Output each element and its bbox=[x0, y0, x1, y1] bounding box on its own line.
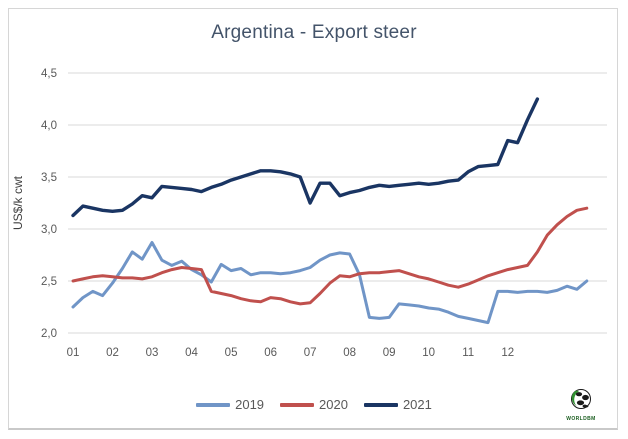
x-tick-label: 07 bbox=[304, 347, 317, 359]
legend-item-2019: 2019 bbox=[196, 397, 264, 412]
legend-label-2020: 2020 bbox=[319, 397, 348, 412]
x-tick-label: 11 bbox=[462, 347, 474, 359]
series-line-2020 bbox=[71, 206, 589, 306]
x-tick-label: 03 bbox=[146, 347, 159, 359]
globe-icon bbox=[571, 389, 591, 409]
y-tick-label: 4,5 bbox=[41, 68, 57, 80]
legend-item-2021: 2021 bbox=[363, 397, 432, 412]
y-tick-label: 4,0 bbox=[41, 120, 57, 132]
y-tick-label: 3,0 bbox=[41, 224, 57, 236]
x-tick-label: 08 bbox=[343, 347, 356, 359]
y-tick-label: 3,5 bbox=[41, 172, 57, 184]
x-tick-label: 01 bbox=[67, 347, 80, 359]
publisher-logo: WORLDBM bbox=[558, 388, 604, 422]
legend-label-2021: 2021 bbox=[402, 397, 432, 412]
chart-title: Argentina - Export steer bbox=[211, 22, 417, 43]
x-tick-label: 10 bbox=[422, 347, 435, 359]
legend-item-2020: 2020 bbox=[280, 397, 348, 412]
chart-border bbox=[8, 8, 618, 430]
legend-label-2019: 2019 bbox=[235, 397, 265, 412]
x-tick-label: 12 bbox=[501, 347, 514, 359]
series-line-2019 bbox=[71, 241, 589, 325]
x-tick-label: 02 bbox=[106, 347, 119, 359]
y-tick-label: 2,5 bbox=[41, 276, 57, 288]
legend-swatch-2019 bbox=[196, 402, 231, 407]
x-tick-label: 04 bbox=[185, 347, 198, 359]
logo-text: WORLDBM bbox=[566, 416, 596, 422]
legend-swatch-2021 bbox=[363, 402, 398, 407]
x-tick-label: 05 bbox=[225, 347, 238, 359]
series-line-2021 bbox=[71, 97, 540, 218]
y-tick-label: 2,0 bbox=[41, 328, 57, 340]
x-tick-label: 06 bbox=[264, 347, 277, 359]
legend-swatch-2020 bbox=[280, 402, 315, 407]
x-tick-label: 09 bbox=[383, 347, 396, 359]
legend: 2019 2020 2021 bbox=[0, 397, 628, 412]
